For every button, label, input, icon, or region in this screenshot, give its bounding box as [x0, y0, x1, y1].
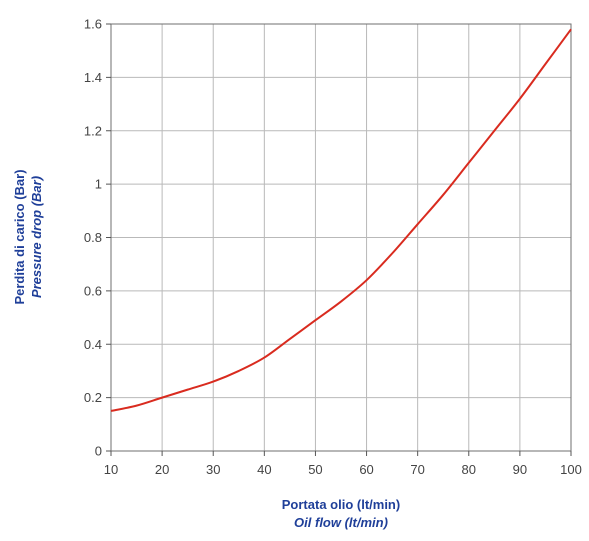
x-tick-label: 60 — [359, 462, 373, 477]
x-axis-ticks: 10 20 30 40 50 60 70 80 90 100 — [104, 451, 582, 477]
y-tick-label: 0.6 — [84, 283, 102, 298]
x-axis-label: Portata olio (lt/min) — [282, 497, 400, 512]
y-axis-label-secondary: Pressure drop (Bar) — [29, 176, 44, 298]
x-tick-label: 40 — [257, 462, 271, 477]
grid — [110, 23, 572, 452]
x-tick-label: 50 — [308, 462, 322, 477]
y-tick-label: 0.4 — [84, 337, 102, 352]
x-tick-label: 100 — [560, 462, 582, 477]
y-tick-label: 1 — [95, 177, 102, 192]
x-tick-label: 20 — [155, 462, 169, 477]
x-tick-label: 80 — [462, 462, 476, 477]
y-tick-label: 1.4 — [84, 70, 102, 85]
x-tick-label: 90 — [513, 462, 527, 477]
x-tick-label: 70 — [410, 462, 424, 477]
y-axis-ticks: 0 0.2 0.4 0.6 0.8 1 1.2 1.4 1.6 — [84, 17, 111, 459]
y-tick-label: 0.2 — [84, 390, 102, 405]
x-axis-label-secondary: Oil flow (lt/min) — [294, 515, 388, 530]
y-tick-label: 0.8 — [84, 230, 102, 245]
x-tick-label: 30 — [206, 462, 220, 477]
y-tick-label: 1.2 — [84, 123, 102, 138]
x-tick-label: 10 — [104, 462, 118, 477]
y-axis-label: Perdita di carico (Bar) — [12, 169, 27, 304]
series-line — [110, 28, 572, 412]
y-tick-label: 0 — [95, 444, 102, 459]
y-tick-label: 1.6 — [84, 17, 102, 32]
